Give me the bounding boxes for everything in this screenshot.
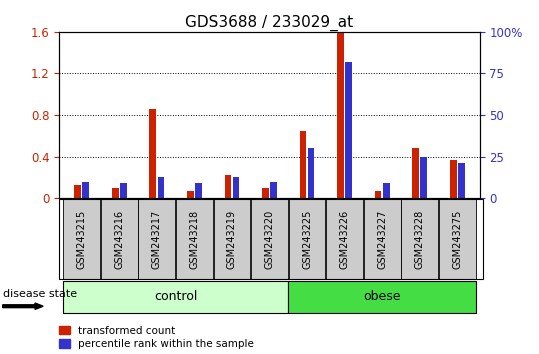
Bar [458, 163, 465, 198]
Bar [63, 281, 288, 313]
Bar [139, 199, 175, 279]
Text: control: control [154, 290, 197, 303]
Text: GSM243217: GSM243217 [152, 209, 162, 269]
Bar [149, 109, 156, 198]
Bar [213, 199, 250, 279]
Bar [74, 185, 81, 198]
Bar [412, 148, 419, 198]
Bar [262, 188, 269, 198]
Bar [300, 131, 306, 198]
Bar [288, 281, 476, 313]
Bar [64, 199, 100, 279]
Text: GSM243227: GSM243227 [377, 209, 387, 269]
Text: GSM243218: GSM243218 [189, 209, 199, 269]
Bar [326, 199, 363, 279]
Bar [345, 62, 352, 198]
Bar [383, 183, 390, 198]
Text: obese: obese [363, 290, 401, 303]
Bar [233, 177, 239, 198]
Bar [112, 188, 119, 198]
Text: GSM243215: GSM243215 [77, 209, 87, 269]
Text: GSM243225: GSM243225 [302, 209, 312, 269]
Text: GSM243220: GSM243220 [265, 209, 274, 269]
Text: GSM243216: GSM243216 [114, 209, 125, 269]
Bar [308, 148, 314, 198]
Legend: transformed count, percentile rank within the sample: transformed count, percentile rank withi… [59, 326, 254, 349]
Bar [120, 183, 127, 198]
Bar [364, 199, 400, 279]
Bar [401, 199, 438, 279]
Bar [289, 199, 326, 279]
Text: disease state: disease state [3, 289, 77, 299]
Title: GDS3688 / 233029_at: GDS3688 / 233029_at [185, 14, 354, 30]
Bar [450, 160, 457, 198]
Bar [439, 199, 475, 279]
Bar [270, 182, 277, 198]
Bar [176, 199, 213, 279]
Bar [82, 182, 89, 198]
Bar [225, 175, 231, 198]
Text: GSM243219: GSM243219 [227, 209, 237, 269]
Text: GSM243228: GSM243228 [414, 209, 425, 269]
Bar [420, 156, 427, 198]
Bar [337, 32, 344, 198]
Text: GSM243275: GSM243275 [452, 209, 462, 269]
Bar [375, 191, 382, 198]
Bar [157, 177, 164, 198]
Bar [101, 199, 138, 279]
Bar [195, 183, 202, 198]
Bar [251, 199, 288, 279]
Text: GSM243226: GSM243226 [340, 209, 350, 269]
Bar [187, 191, 194, 198]
